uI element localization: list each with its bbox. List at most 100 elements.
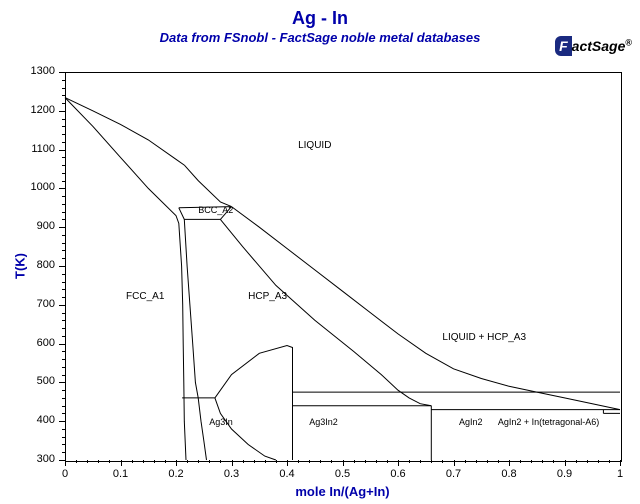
curve-hcp_right [220,219,431,405]
y-tick-label: 700 [25,298,55,310]
y-tick-label: 1200 [25,104,55,116]
tick [409,460,410,463]
phase-label: LIQUID + HCP_A3 [442,332,526,343]
tick [220,460,221,463]
tick [62,313,65,314]
tick [62,375,65,376]
tick [62,250,65,251]
tick [62,243,65,244]
tick [62,119,65,120]
x-axis-label: mole In/(Ag+In) [295,484,389,499]
tick [542,460,543,463]
y-tick-label: 1300 [25,65,55,77]
tick [62,320,65,321]
tick [387,460,388,463]
tick [531,460,532,463]
tick [87,460,88,463]
tick [62,258,65,259]
tick [587,460,588,463]
y-tick-label: 800 [25,259,55,271]
x-tick-label: 0.9 [557,468,572,480]
tick [565,460,566,466]
phase-label: LIQUID [298,140,331,151]
tick [609,460,610,463]
tick [62,181,65,182]
tick [59,72,65,73]
tick [620,460,621,466]
curve-liquidus_left [65,98,184,166]
tick [287,460,288,466]
tick [132,460,133,463]
tick [398,460,399,466]
tick [109,460,110,463]
tick [176,460,177,466]
tick [509,460,510,466]
phase-label: Ag3In2 [309,417,338,427]
tick [59,382,65,383]
tick [62,359,65,360]
curve-hcp_left [184,219,198,398]
tick [62,351,65,352]
tick [331,460,332,463]
tick [598,460,599,463]
tick [59,344,65,345]
tick [59,460,65,461]
curve-liquidus_top [184,165,231,207]
tick [62,274,65,275]
tick [309,460,310,463]
x-tick-label: 0.8 [501,468,516,480]
tick [62,173,65,174]
tick [62,235,65,236]
tick [62,328,65,329]
tick [62,219,65,220]
tick [62,88,65,89]
tick [376,460,377,463]
y-tick-label: 1000 [25,181,55,193]
tick [62,444,65,445]
tick [62,80,65,81]
tick [62,204,65,205]
tick [143,460,144,463]
tick [62,165,65,166]
tick [62,429,65,430]
tick [343,460,344,466]
tick [76,460,77,463]
x-tick-label: 0.6 [390,468,405,480]
tick [98,460,99,463]
curve-ag3in_left [198,398,206,460]
tick [576,460,577,463]
tick [365,460,366,463]
tick [232,460,233,466]
curve-liquidus_main [232,207,621,410]
phase-label: FCC_A1 [126,291,164,302]
phase-label: BCC_A2 [198,205,233,215]
tick [465,460,466,463]
tick [431,460,432,463]
x-tick-label: 0.7 [446,468,461,480]
x-tick-label: 0.3 [224,468,239,480]
curve-bcc_left [179,208,185,220]
tick [62,437,65,438]
tick [442,460,443,463]
tick [198,460,199,463]
tick [62,398,65,399]
tick [59,266,65,267]
phase-curves [0,0,640,504]
tick [62,406,65,407]
y-tick-label: 1100 [25,143,55,155]
tick [62,390,65,391]
tick [354,460,355,463]
tick [62,196,65,197]
tick [62,157,65,158]
curve-peak_dome [215,346,293,461]
phase-label: AgIn2 [459,417,483,427]
tick [62,134,65,135]
y-tick-label: 900 [25,220,55,232]
y-tick-label: 300 [25,453,55,465]
tick [62,126,65,127]
x-tick-label: 1 [617,468,623,480]
tick [487,460,488,463]
tick [265,460,266,463]
x-tick-label: 0.2 [168,468,183,480]
tick [65,460,66,466]
